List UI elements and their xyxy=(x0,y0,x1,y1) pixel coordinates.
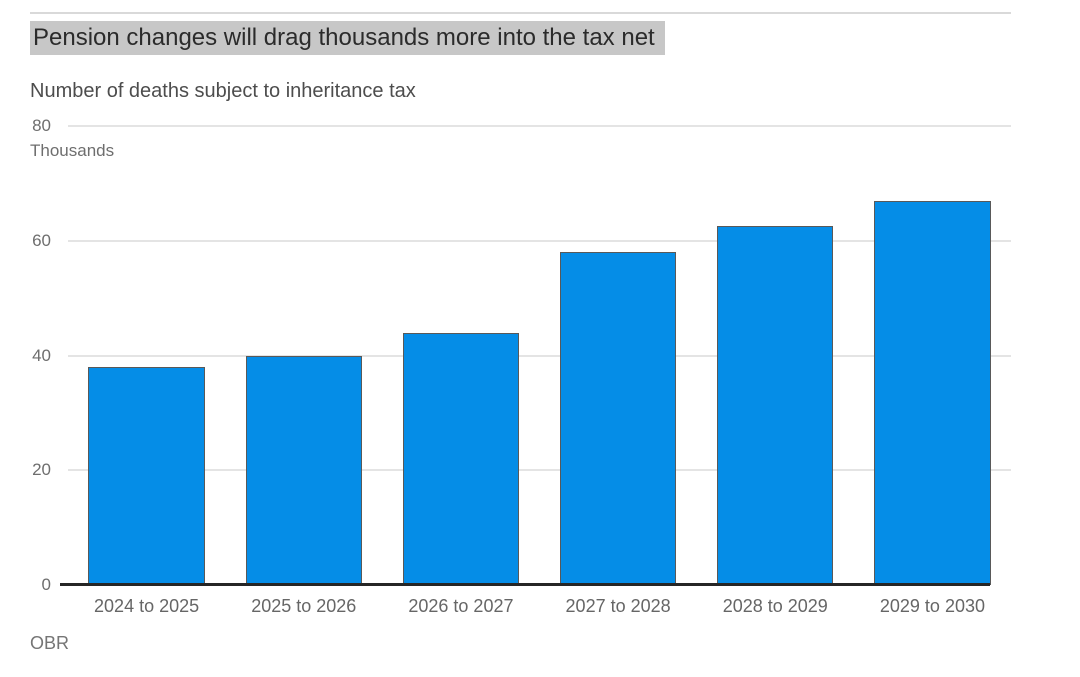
bar-slot xyxy=(540,126,697,585)
bar-2027-to-2028 xyxy=(559,252,677,585)
y-tick-label-0: 0 xyxy=(41,575,51,594)
x-axis-label: 2029 to 2030 xyxy=(879,596,985,616)
grid-line-80 xyxy=(68,125,1011,127)
page-title-highlight: Pension changes will drag thousands more… xyxy=(30,21,665,55)
bar-2024-to-2025 xyxy=(88,366,205,585)
y-axis-unit-label: Thousands xyxy=(30,141,115,160)
bar-2029-to-2030 xyxy=(874,200,991,585)
bar-2026-to-2027 xyxy=(402,332,520,585)
source-label: OBR xyxy=(30,633,70,653)
x-axis-label: 2027 to 2028 xyxy=(565,596,671,616)
bar-2025-to-2026 xyxy=(245,355,362,585)
page-title: Pension changes will drag thousands more… xyxy=(30,21,665,55)
grid-line-40 xyxy=(68,354,1011,357)
y-tick-label-60: 60 xyxy=(32,230,51,250)
bar-slot xyxy=(225,126,382,585)
top-rule xyxy=(30,12,1011,14)
bar-slot xyxy=(697,126,854,585)
y-tick-label-40: 40 xyxy=(32,345,51,365)
bar-chart: 0 20 40 60 80 Thousands 2024 to 2025 2025 to … xyxy=(30,117,1011,616)
x-axis-line xyxy=(60,583,990,586)
bar-2028-to-2029 xyxy=(717,226,834,585)
bar-slot xyxy=(854,126,1011,585)
bar-slot xyxy=(382,126,539,585)
bars-container xyxy=(68,126,1011,585)
x-axis-label: 2028 to 2029 xyxy=(722,596,828,616)
chart-subtitle: Number of deaths subject to inheritance … xyxy=(30,80,416,102)
x-axis-label: 2024 to 2025 xyxy=(94,596,200,616)
bar-slot xyxy=(68,126,225,585)
x-axis-labels: 2024 to 2025 2025 to 2026 2026 to 2027 2027… xyxy=(68,596,1011,617)
y-tick-label-20: 20 xyxy=(32,460,51,480)
y-tick-label-80: 80 xyxy=(32,116,51,135)
x-axis-label: 2026 to 2027 xyxy=(408,596,514,616)
grid-line-20 xyxy=(68,469,1011,472)
x-axis-label: 2025 to 2026 xyxy=(251,596,357,616)
grid-line-60 xyxy=(68,239,1011,242)
